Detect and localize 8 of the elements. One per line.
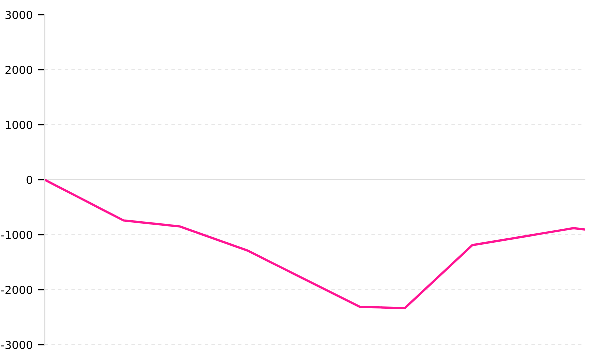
y-tick-label: -1000 [1,230,32,240]
y-tick-label: 1000 [6,120,32,130]
y-tick-label: -2000 [1,286,32,294]
y-tick-label: 2000 [6,66,32,74]
line-series [45,178,585,310]
y-tick-label: 3000 [6,10,32,20]
y-tick-label: -3000 [1,340,32,350]
y-tick-label: 0 [26,176,32,184]
